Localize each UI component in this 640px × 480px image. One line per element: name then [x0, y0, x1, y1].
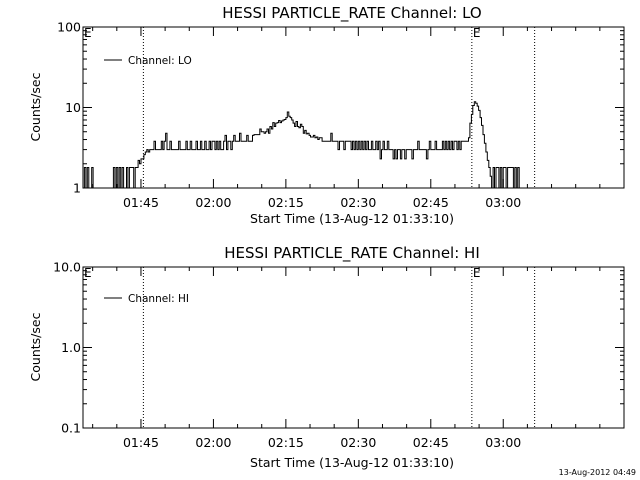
lo-series-line	[83, 101, 521, 189]
hi-y-ticks: 0.1 1.0 10.0	[53, 260, 624, 436]
lo-x-tick-label: 01:45	[123, 195, 159, 210]
hi-y-tick-label: 1.0	[61, 340, 81, 355]
lo-x-ticks: 01:45 02:00 02:15 02:30 02:45 03:00	[92, 27, 625, 210]
hi-channel-panel: HESSI PARTICLE_RATE Channel: HI Counts/s…	[28, 244, 625, 470]
lo-y-ticks: 1 10 100	[57, 20, 624, 196]
hi-x-ticks: 01:45 02:00 02:15 02:30 02:45 03:00	[92, 267, 625, 450]
hi-event-lines	[142, 267, 536, 428]
lo-legend-label: Channel: LO	[128, 55, 192, 67]
hi-x-tick-label: 01:45	[123, 435, 159, 450]
hi-event-flag: E	[473, 266, 481, 280]
lo-x-tick-label: 02:00	[195, 195, 231, 210]
lo-channel-panel: HESSI PARTICLE_RATE Channel: LO Counts/s…	[28, 4, 625, 226]
hi-y-tick-label: 0.1	[61, 421, 81, 436]
lo-y-tick-label: 1	[73, 181, 81, 196]
lo-x-axis-label: Start Time (13-Aug-12 01:33:10)	[250, 211, 454, 226]
hi-event-flag: E	[84, 266, 92, 280]
hi-legend-label: Channel: HI	[128, 293, 189, 305]
lo-y-tick-label: 10	[65, 100, 81, 115]
hi-x-tick-label: 02:30	[340, 435, 376, 450]
lo-event-flag: E	[473, 26, 481, 40]
hi-x-tick-label: 03:00	[485, 435, 521, 450]
lo-x-tick-label: 02:45	[413, 195, 449, 210]
hi-chart-title: HESSI PARTICLE_RATE Channel: HI	[224, 244, 480, 263]
hi-plot-frame	[82, 266, 625, 429]
hi-x-tick-label: 02:00	[195, 435, 231, 450]
hi-y-tick-label: 10.0	[53, 260, 81, 275]
lo-x-tick-label: 02:30	[340, 195, 376, 210]
hi-x-tick-label: 02:45	[413, 435, 449, 450]
lo-legend: Channel: LO	[104, 55, 192, 67]
generation-timestamp: 13-Aug-2012 04:49	[559, 468, 636, 477]
hi-x-axis-label: Start Time (13-Aug-12 01:33:10)	[250, 455, 454, 470]
lo-x-tick-label: 02:15	[268, 195, 304, 210]
lo-chart-title: HESSI PARTICLE_RATE Channel: LO	[222, 4, 481, 23]
lo-event-lines	[142, 27, 536, 188]
hi-x-tick-label: 02:15	[268, 435, 304, 450]
hi-legend: Channel: HI	[104, 293, 189, 305]
lo-y-axis-label: Counts/sec	[28, 72, 43, 141]
hi-y-axis-label: Counts/sec	[28, 312, 43, 381]
lo-plot-frame	[82, 26, 625, 189]
lo-y-tick-label: 100	[57, 20, 81, 35]
lo-x-tick-label: 03:00	[485, 195, 521, 210]
lo-event-flag: E	[84, 26, 92, 40]
